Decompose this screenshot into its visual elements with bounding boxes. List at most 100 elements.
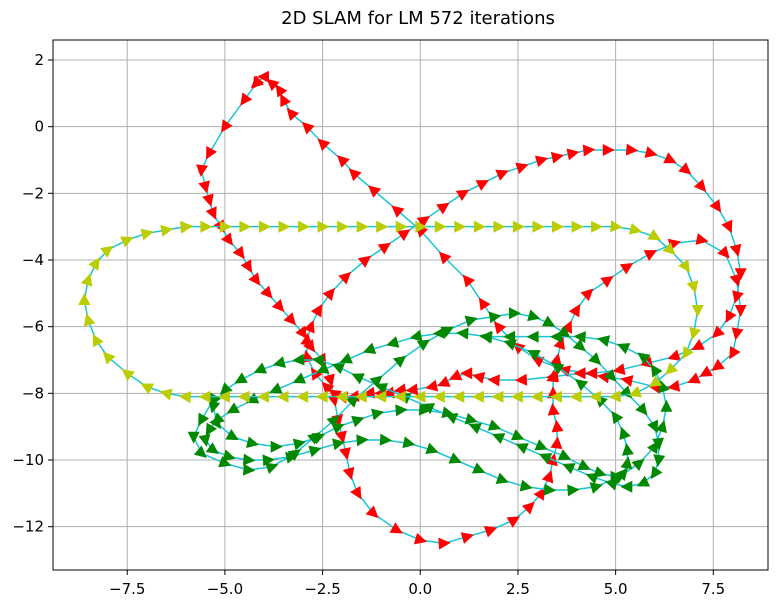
pose-marker [631, 458, 645, 472]
pose-marker [348, 168, 362, 182]
pose-marker [140, 383, 154, 395]
pose-marker [637, 352, 651, 365]
pose-marker [468, 423, 482, 435]
pose-marker [200, 220, 213, 233]
pose-marker [667, 379, 681, 392]
pose-marker [546, 370, 559, 383]
trajectory-edge [192, 312, 668, 491]
plot-area-frame [52, 39, 769, 571]
pose-marker [259, 220, 271, 233]
pose-marker [300, 333, 313, 346]
pose-marker [456, 327, 469, 340]
pose-marker [628, 386, 642, 398]
pose-marker [438, 251, 452, 265]
pose-marker [699, 365, 713, 377]
pose-marker [509, 307, 521, 320]
pose-marker [308, 445, 322, 458]
pose-marker [658, 380, 670, 394]
y-tick-label: −6 [22, 318, 44, 336]
pose-marker [248, 272, 261, 286]
pose-marker [393, 390, 406, 403]
pose-marker [550, 330, 562, 343]
pose-marker [362, 342, 377, 354]
pose-marker [562, 463, 576, 475]
pose-marker [646, 440, 659, 455]
pose-marker [368, 185, 382, 198]
y-tick-label: −12 [12, 518, 44, 536]
pose-marker [225, 429, 239, 441]
y-tick-label: 0 [34, 118, 44, 136]
pose-marker [620, 480, 633, 493]
pose-marker [636, 475, 651, 487]
pose-marker [454, 220, 467, 233]
pose-marker [405, 383, 419, 396]
pose-marker [311, 354, 325, 367]
pose-marker [272, 356, 286, 368]
pose-marker [432, 326, 446, 339]
pose-marker [503, 330, 516, 343]
pose-marker [533, 487, 546, 501]
y-tick-label: −4 [22, 251, 44, 269]
pose-marker [317, 220, 330, 233]
pose-marker [102, 351, 116, 365]
pose-marker [322, 287, 335, 301]
pose-marker [393, 355, 407, 368]
pose-marker [386, 336, 400, 348]
pose-marker [337, 220, 350, 233]
pose-marker [487, 374, 500, 387]
pose-marker [527, 309, 541, 322]
pose-marker [521, 501, 535, 515]
pose-marker [655, 419, 667, 434]
pose-marker [515, 162, 529, 174]
pose-marker [596, 371, 610, 384]
pose-marker [242, 453, 256, 466]
pose-marker [550, 390, 562, 403]
pose-marker [409, 329, 423, 342]
pose-marker [495, 472, 509, 484]
pose-marker [455, 189, 470, 202]
pose-marker [421, 403, 436, 415]
pose-marker [283, 312, 296, 326]
pose-marker [568, 303, 581, 318]
pose-marker [120, 236, 134, 248]
y-tick-label: 2 [34, 51, 44, 69]
pose-marker [196, 164, 209, 177]
pose-marker [376, 220, 389, 233]
pose-marker [603, 368, 617, 382]
pose-marker [572, 338, 586, 352]
pose-marker [425, 379, 439, 392]
pose-marker [600, 276, 614, 288]
pose-marker [514, 373, 528, 386]
pose-marker [389, 522, 403, 534]
pose-marker [326, 415, 340, 428]
pose-marker [276, 390, 289, 403]
pose-marker [691, 305, 704, 317]
x-tick-label: 7.5 [701, 580, 725, 598]
pose-marker [643, 250, 658, 261]
pose-marker [687, 372, 701, 384]
pose-marker [441, 406, 455, 419]
pose-marker [280, 93, 292, 108]
pose-marker [331, 363, 346, 375]
pose-marker [471, 390, 484, 403]
pose-marker [678, 162, 692, 175]
pose-marker [729, 345, 741, 360]
pose-marker [250, 75, 264, 88]
pose-marker [647, 229, 661, 241]
pose-marker [650, 465, 663, 480]
pose-marker [257, 70, 269, 83]
trajectories [78, 70, 747, 550]
pose-marker [395, 220, 408, 233]
pose-marker [577, 459, 591, 470]
pose-marker [653, 454, 666, 467]
pose-marker [527, 350, 541, 361]
pose-marker [534, 155, 549, 168]
pose-marker [413, 532, 428, 545]
pose-marker [202, 193, 214, 207]
pose-marker [265, 462, 279, 475]
pose-marker [397, 229, 411, 242]
pose-marker [332, 438, 346, 451]
pose-marker [686, 280, 699, 294]
pose-marker [275, 84, 288, 98]
